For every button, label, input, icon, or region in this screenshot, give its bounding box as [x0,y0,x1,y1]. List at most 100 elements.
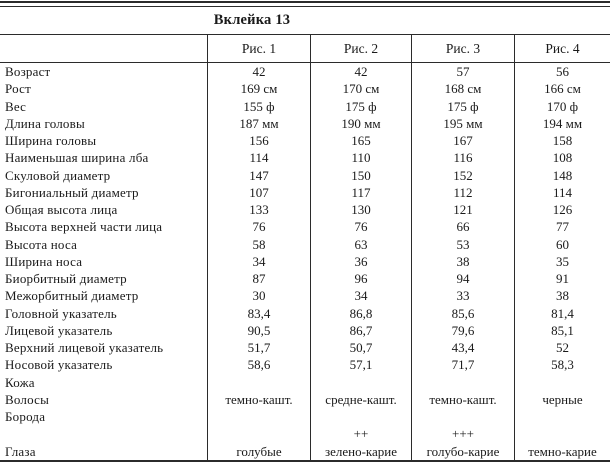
row-value: 77 [514,218,610,236]
row-value: 156 [207,132,310,150]
row-value: 170 см [310,80,411,98]
row-value: 42 [310,63,411,81]
row-value: 166 см [514,80,610,98]
row-value [411,373,514,391]
row-value [207,425,310,443]
row-value: 168 см [411,80,514,98]
row-value: 35 [514,252,610,270]
row-value [207,373,310,391]
row-label: Наименьшая ширина лба [5,150,149,166]
row-value: 57,1 [310,356,411,374]
row-value: 33 [411,287,514,305]
row-value: средне-кашт. [310,390,411,408]
row-value: 57 [411,63,514,81]
table-title-row: Вклейка 13 [0,7,610,34]
row-value: 36 [310,252,411,270]
row-value [310,373,411,391]
row-value: 175 ф [310,97,411,115]
row-value: 86,8 [310,304,411,322]
row-value: 86,7 [310,321,411,339]
row-value [514,408,610,426]
row-value: 58,6 [207,356,310,374]
row-label: Скуловой диаметр [5,167,111,183]
row-label: Верхний лицевой указатель [5,340,164,355]
row-value: зелено-карие [310,442,411,460]
top-double-rule [0,1,610,7]
row-value: 76 [207,218,310,236]
row-value: 195 мм [411,114,514,132]
row-label: Возраст [5,64,51,79]
row-value: 133 [207,201,310,219]
row-value: 91 [514,270,610,288]
row-value: 96 [310,270,411,288]
row-value: 121 [411,201,514,219]
row-value: 175 ф [411,97,514,115]
row-value: 126 [514,201,610,219]
row-value: 30 [207,287,310,305]
row-value: 170 ф [514,97,610,115]
row-value: 114 [514,183,610,201]
row-value [514,425,610,443]
row-label: Длина головы [5,115,85,131]
row-value: +++ [411,425,514,443]
row-value: 58,3 [514,356,610,374]
row-value: 56 [514,63,610,81]
row-value: 110 [310,149,411,167]
row-value: 42 [207,63,310,81]
row-value: 152 [411,166,514,184]
row-value: 83,4 [207,304,310,322]
row-value: 38 [411,252,514,270]
row-value: 66 [411,218,514,236]
row-value: 194 мм [514,114,610,132]
column-header-fig2: Рис. 2 [310,35,411,63]
row-label: Высота носа [5,236,78,252]
row-value: 63 [310,235,411,253]
row-value: 116 [411,149,514,167]
bottom-rule [0,459,610,462]
row-value: 114 [207,149,310,167]
row-value: 167 [411,132,514,150]
row-label [0,425,207,442]
row-label: Лицевой указатель [5,322,113,338]
row-value: 108 [514,149,610,167]
row-label: Кожа [5,374,35,390]
row-value: 130 [310,201,411,219]
row-value: темно-карие [514,442,610,460]
row-value: 58 [207,235,310,253]
header-empty-cell [0,35,207,63]
row-value: 107 [207,183,310,201]
row-label: Ширина головы [5,133,97,148]
row-value: 53 [411,235,514,253]
row-value: 94 [411,270,514,288]
row-value: 51,7 [207,339,310,357]
row-value: 85,6 [411,304,514,322]
row-value [310,408,411,426]
row-value: 38 [514,287,610,305]
row-value: 158 [514,132,610,150]
row-value: 187 мм [207,114,310,132]
row-label: Бигониальный диаметр [5,184,139,200]
row-value: черные [514,390,610,408]
row-label: Вес [5,98,27,114]
row-value: 76 [310,218,411,236]
row-value [514,373,610,391]
row-value: темно-кашт. [207,390,310,408]
row-label: Носовой указатель [5,357,113,373]
row-value: 155 ф [207,97,310,115]
table-title: Вклейка 13 [213,12,291,28]
row-value: 71,7 [411,356,514,374]
row-label: Борода [5,409,46,424]
row-value: голубо-карие [411,442,514,460]
row-value: 165 [310,132,411,150]
row-value: 90,5 [207,321,310,339]
row-label: Высота верхней части лица [5,219,163,235]
row-label: Межорбитный диаметр [5,288,139,304]
row-label: Глаза [5,443,36,459]
row-value: 50,7 [310,339,411,357]
row-value: 87 [207,270,310,288]
row-value: 148 [514,166,610,184]
row-label: Ширина носа [5,253,83,269]
row-value [207,408,310,426]
row-value: 117 [310,183,411,201]
